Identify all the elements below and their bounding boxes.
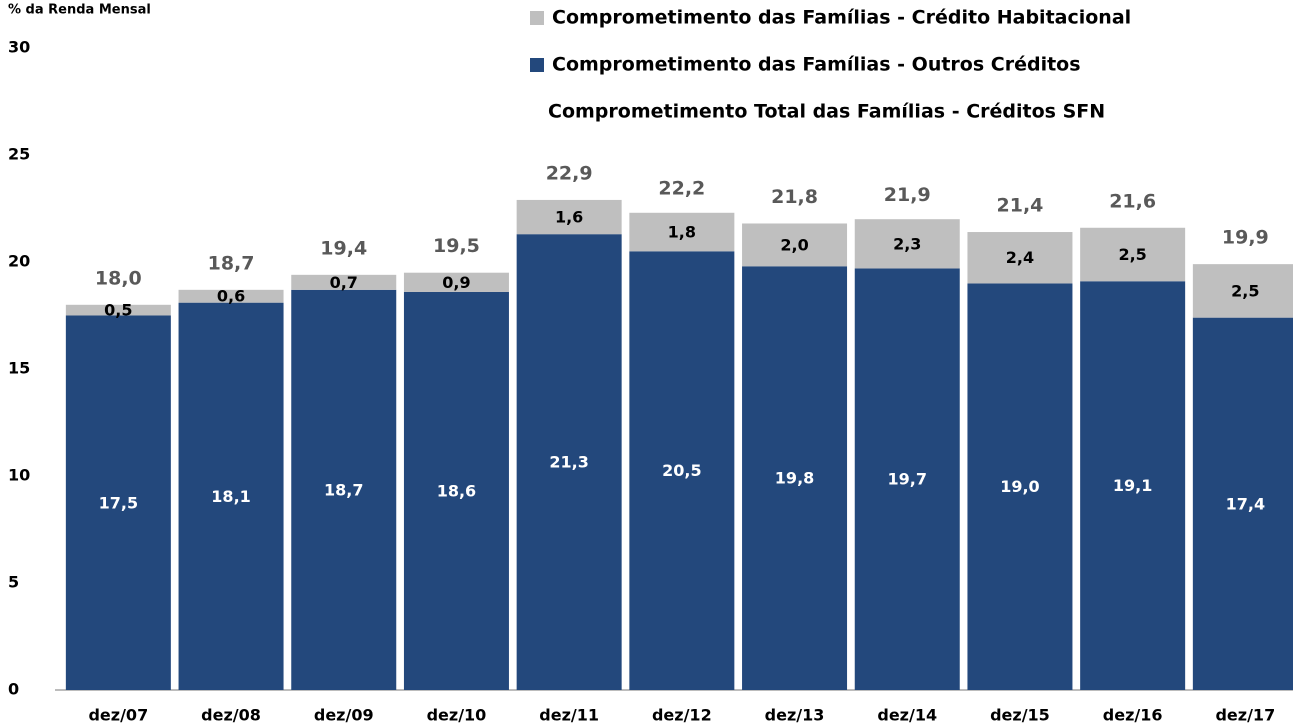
bar-segment	[403, 291, 509, 690]
value-label: 19,7	[888, 470, 927, 489]
legend-label: Comprometimento das Famílias - Crédito H…	[552, 7, 1131, 29]
x-tick-label: dez/14	[877, 706, 937, 725]
y-tick-label: 15	[8, 359, 30, 378]
total-label: 22,9	[546, 162, 593, 184]
value-label: 0,6	[217, 287, 245, 306]
x-tick-label: dez/13	[765, 706, 825, 725]
value-label: 2,5	[1231, 281, 1259, 300]
x-tick-label: dez/12	[652, 706, 712, 725]
value-label: 20,5	[662, 461, 701, 480]
x-tick-label: dez/15	[990, 706, 1050, 725]
value-label: 0,5	[104, 301, 132, 320]
legend-swatch	[530, 58, 544, 72]
value-label: 2,0	[780, 235, 808, 254]
y-tick-label: 30	[8, 38, 30, 57]
value-label: 2,3	[893, 234, 921, 253]
x-tick-label: dez/16	[1103, 706, 1163, 725]
bar-segment	[1192, 317, 1293, 690]
bar-segment	[742, 266, 848, 690]
bar-segment	[178, 289, 284, 303]
bar-segment	[967, 232, 1073, 284]
y-tick-label: 0	[8, 680, 19, 699]
legend-label: Comprometimento Total das Famílias - Cré…	[548, 101, 1105, 123]
total-label: 19,5	[433, 235, 480, 257]
bar-segment	[65, 315, 171, 690]
bar-segment	[629, 212, 735, 252]
total-label: 18,0	[95, 267, 142, 289]
value-label: 0,9	[442, 273, 470, 292]
x-tick-label: dez/08	[201, 706, 261, 725]
total-label: 22,2	[658, 177, 705, 199]
x-tick-label: dez/11	[539, 706, 599, 725]
bar-segment	[629, 251, 735, 691]
value-label: 19,0	[1000, 477, 1039, 496]
value-label: 1,6	[555, 208, 583, 227]
total-label: 19,4	[320, 237, 367, 259]
value-label: 19,1	[1113, 476, 1152, 495]
bar-segment	[178, 302, 284, 690]
x-tick-label: dez/09	[314, 706, 374, 725]
y-tick-label: 20	[8, 252, 30, 271]
value-label: 18,6	[437, 481, 476, 500]
value-label: 21,3	[549, 453, 588, 472]
bar-segment	[854, 268, 960, 690]
total-label: 21,4	[997, 195, 1044, 217]
bar-segment	[516, 199, 622, 235]
value-label: 17,5	[99, 493, 138, 512]
y-tick-label: 25	[8, 145, 30, 164]
total-label: 21,6	[1109, 190, 1156, 212]
bar-segment	[403, 272, 509, 292]
bar-segment	[291, 274, 397, 290]
bar-segment	[742, 223, 848, 267]
value-label: 2,4	[1006, 248, 1034, 267]
value-label: 18,7	[324, 480, 363, 499]
bar-segment	[65, 304, 171, 316]
bar-segment	[967, 283, 1073, 690]
bar-segment	[1080, 281, 1186, 690]
total-label: 21,9	[884, 184, 931, 206]
bar-segment	[1080, 227, 1186, 282]
bar-segment	[854, 219, 960, 269]
x-tick-label: dez/07	[88, 706, 148, 725]
value-label: 17,4	[1226, 494, 1265, 513]
value-label: 18,1	[211, 487, 250, 506]
bar-segment	[291, 289, 397, 690]
y-axis-label: % da Renda Mensal	[8, 3, 151, 18]
total-label: 19,9	[1222, 227, 1269, 249]
legend-label: Comprometimento das Famílias - Outros Cr…	[552, 54, 1081, 76]
total-label: 21,8	[771, 186, 818, 208]
x-tick-label: dez/17	[1215, 706, 1275, 725]
bar-segment	[516, 234, 622, 690]
x-tick-label: dez/10	[427, 706, 487, 725]
bar-segment	[1192, 264, 1293, 318]
value-label: 19,8	[775, 469, 814, 488]
value-label: 1,8	[668, 223, 696, 242]
total-label: 18,7	[208, 252, 255, 274]
y-tick-label: 5	[8, 573, 19, 592]
y-tick-label: 10	[8, 466, 30, 485]
legend-swatch	[530, 11, 544, 25]
value-label: 0,7	[330, 273, 358, 292]
value-label: 2,5	[1118, 245, 1146, 264]
